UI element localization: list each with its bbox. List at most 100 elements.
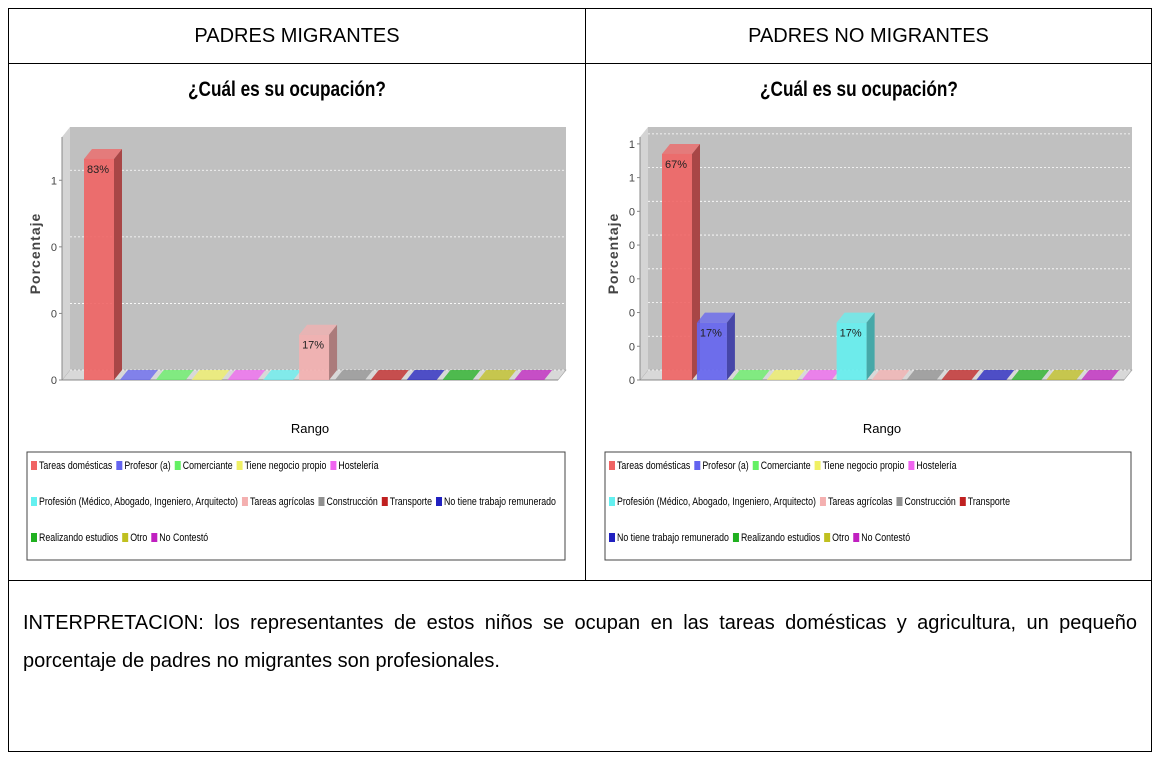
bar [299, 324, 338, 380]
bar [263, 370, 302, 380]
chart: ¿Cuál es su ocupación? 0 0 0 0 0 0 1 1 67% 17% 17% R… [604, 79, 1133, 561]
legend-swatch [330, 461, 337, 470]
bar-top [1011, 370, 1050, 380]
bar [84, 148, 122, 380]
border [8, 751, 1152, 752]
legend-swatch [732, 533, 739, 542]
bar-top [227, 370, 266, 380]
y-tick-label: 0 [629, 240, 635, 252]
legend-swatch [609, 497, 615, 506]
legend-swatch [31, 497, 37, 506]
bar-top [731, 370, 770, 380]
bar-top [191, 370, 230, 380]
y-tick-label: 1 [51, 175, 57, 187]
bar-top [514, 370, 553, 380]
chart-title: ¿Cuál es su ocupación? [760, 79, 958, 102]
bar [836, 312, 875, 380]
legend-label: Comerciante [761, 460, 811, 472]
bar [871, 370, 910, 380]
legend-swatch [151, 533, 158, 542]
bar-top [84, 148, 122, 159]
legend-swatch [752, 461, 759, 470]
legend-swatch [435, 497, 442, 506]
legend-label: Transporte [968, 496, 1011, 508]
legend-label: No tiene trabajo remunerado [617, 532, 729, 544]
bar-top [406, 370, 445, 380]
y-axis-label: Porcentaje [605, 213, 621, 295]
legend-label: Otro [130, 532, 148, 544]
legend-swatch [609, 533, 615, 542]
bar [906, 370, 945, 380]
legend-swatch [236, 461, 243, 470]
legend-box [604, 451, 1132, 561]
legend-swatch [609, 461, 615, 470]
legend-label: No Contestó [159, 532, 208, 544]
bar-top [370, 370, 409, 380]
bar-front [696, 322, 727, 380]
bar [191, 370, 230, 380]
legend-swatch [824, 533, 831, 542]
legend-label: Tareas domésticas [39, 460, 112, 472]
bar [731, 370, 770, 380]
y-tick-label: 0 [51, 308, 57, 320]
bar [370, 370, 409, 380]
legend-label: No Contestó [861, 532, 910, 544]
legend-label: Tiene negocio propio [245, 460, 327, 472]
legend-label: Profesor (a) [702, 460, 748, 472]
bar-front [836, 322, 867, 380]
chart: ¿Cuál es su ocupación? 0 0 0 1 83% 17% Rango Por… [26, 79, 567, 561]
bar-front [299, 334, 330, 380]
y-tick-label: 0 [629, 308, 635, 320]
bar-side [692, 143, 700, 380]
y-tick-label: 0 [51, 242, 57, 254]
bar-top [836, 312, 875, 323]
plot-side [62, 127, 70, 380]
legend-label: Construcción [326, 496, 377, 508]
bar-top [155, 370, 194, 380]
bar [1081, 370, 1120, 380]
legend-label: Tareas domésticas [617, 460, 690, 472]
legend-swatch [318, 497, 325, 506]
legend-swatch [31, 533, 37, 542]
data-label: 17% [700, 328, 722, 340]
bar [1046, 370, 1085, 380]
legend-swatch [174, 461, 181, 470]
bar-top [263, 370, 302, 380]
bar [406, 370, 445, 380]
y-tick-label: 1 [629, 139, 635, 151]
bar [696, 312, 735, 380]
bar-top [119, 370, 158, 380]
legend-swatch [959, 497, 966, 506]
legend-label: Profesor (a) [124, 460, 170, 472]
y-tick-label: 1 [629, 173, 635, 185]
bar [766, 370, 805, 380]
bar-side [329, 324, 338, 380]
bar-top [442, 370, 481, 380]
bar [442, 370, 481, 380]
bar [801, 370, 840, 380]
bar [227, 370, 266, 380]
bar-top [976, 370, 1015, 380]
legend-swatch [116, 461, 123, 470]
border [1151, 8, 1152, 752]
bar [155, 370, 194, 380]
bar-front [84, 158, 114, 380]
data-label: 83% [87, 164, 109, 176]
bar [1011, 370, 1050, 380]
bar-top [696, 312, 735, 323]
bar-top [1046, 370, 1085, 380]
legend-swatch [908, 461, 915, 470]
bar [514, 370, 553, 380]
header-cell: PADRES MIGRANTES [194, 24, 400, 47]
legend-label: Comerciante [183, 460, 233, 472]
legend-swatch [853, 533, 860, 542]
bar-top [299, 324, 338, 335]
legend-label: Hostelería [916, 460, 956, 472]
legend-label: Construcción [904, 496, 955, 508]
bar-top [478, 370, 517, 380]
legend-label: Tareas agrícolas [250, 496, 315, 508]
border [8, 8, 1152, 9]
bar-front [662, 153, 692, 380]
y-tick-label: 0 [629, 274, 635, 286]
chart-title: ¿Cuál es su ocupación? [188, 79, 386, 102]
